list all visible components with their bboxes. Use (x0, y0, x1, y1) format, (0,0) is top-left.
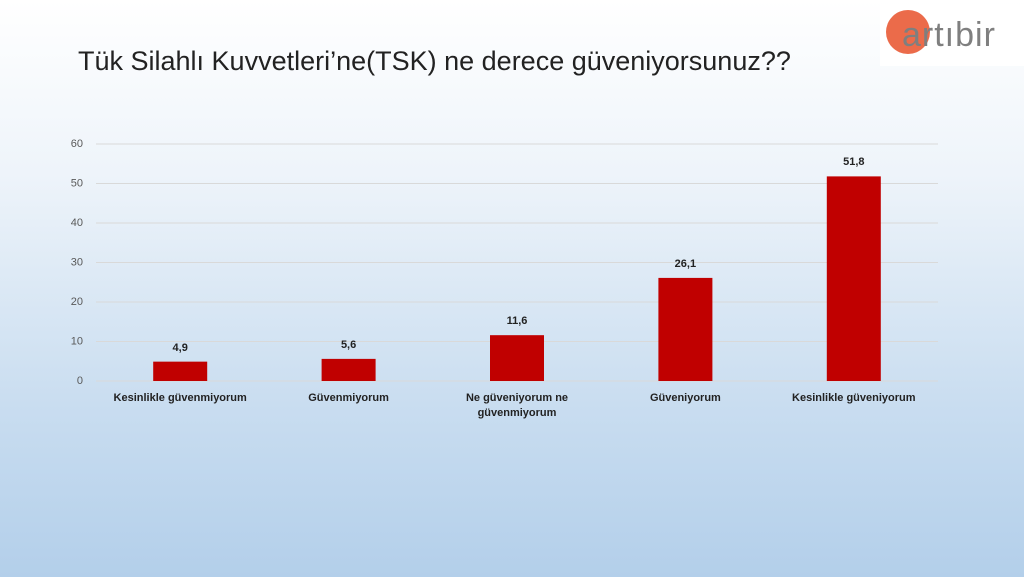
bar (658, 277, 713, 381)
x-tick-label: Güvenmiyorum (308, 392, 389, 404)
data-label: 51,8 (843, 156, 865, 169)
y-tick-label: 10 (71, 335, 83, 347)
bar (321, 358, 376, 381)
y-tick-label: 20 (71, 296, 83, 308)
x-tick-label: Kesinlikle güveniyorum (792, 392, 916, 404)
x-tick-label: Ne güveniyorum ne güvenmiyorum (465, 392, 569, 419)
data-label: 11,6 (506, 315, 528, 328)
y-tick-label: 50 (71, 177, 83, 189)
data-label: 5,6 (340, 338, 357, 351)
data-label: 4,9 (172, 341, 188, 354)
bar (490, 335, 544, 381)
y-tick-label: 0 (77, 375, 83, 387)
logo: artıbir (880, 4, 1024, 66)
y-tick-label: 40 (71, 217, 83, 229)
x-tick-label: Kesinlikle güvenmiyorum (113, 392, 247, 404)
x-tick-label: Güveniyorum (649, 392, 721, 404)
chart-title: Tük Silahlı Kuvvetleri’ne(TSK) ne derece… (78, 46, 791, 76)
logo-text: artıbir (902, 16, 996, 54)
y-tick-label: 60 (71, 138, 83, 150)
bar (826, 176, 881, 381)
data-label: 26,1 (674, 257, 697, 270)
y-tick-label: 30 (71, 256, 83, 268)
bar (153, 361, 208, 381)
